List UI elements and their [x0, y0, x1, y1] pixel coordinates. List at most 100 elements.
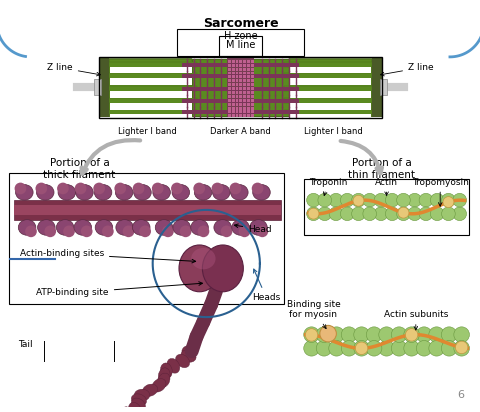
Bar: [227, 60, 230, 63]
Polygon shape: [108, 59, 201, 116]
Bar: [251, 107, 253, 110]
Bar: [231, 110, 234, 113]
Bar: [243, 60, 246, 63]
Ellipse shape: [44, 225, 56, 237]
Text: Head: Head: [234, 224, 271, 234]
Ellipse shape: [328, 207, 342, 220]
Bar: [235, 87, 238, 90]
Bar: [109, 63, 202, 67]
Bar: [247, 60, 250, 63]
Ellipse shape: [403, 327, 419, 342]
Bar: [108, 98, 196, 103]
Bar: [227, 110, 230, 113]
Bar: [227, 95, 230, 98]
Ellipse shape: [373, 207, 387, 220]
Bar: [231, 99, 234, 102]
Bar: [247, 68, 250, 70]
Ellipse shape: [307, 208, 318, 219]
Bar: [218, 36, 261, 56]
Ellipse shape: [315, 340, 331, 356]
Ellipse shape: [396, 207, 409, 220]
Bar: [235, 75, 238, 78]
Bar: [247, 75, 250, 78]
Ellipse shape: [214, 220, 231, 235]
Ellipse shape: [131, 398, 145, 412]
Bar: [239, 99, 242, 102]
Bar: [284, 98, 371, 103]
Ellipse shape: [340, 193, 353, 207]
Bar: [247, 95, 250, 98]
Bar: [99, 57, 381, 118]
Bar: [227, 64, 230, 67]
Ellipse shape: [116, 220, 133, 235]
Bar: [239, 95, 242, 98]
Text: H zone: H zone: [223, 31, 257, 42]
Ellipse shape: [115, 185, 132, 200]
Text: M line: M line: [225, 40, 254, 50]
Ellipse shape: [180, 225, 191, 237]
Ellipse shape: [56, 220, 74, 235]
Ellipse shape: [397, 207, 408, 218]
Ellipse shape: [152, 183, 163, 194]
Bar: [14, 205, 281, 215]
Bar: [251, 87, 253, 90]
Ellipse shape: [139, 225, 151, 237]
Ellipse shape: [160, 363, 172, 379]
Ellipse shape: [133, 185, 151, 200]
Bar: [231, 60, 234, 63]
Bar: [243, 68, 246, 70]
Ellipse shape: [173, 220, 190, 235]
Bar: [278, 75, 370, 78]
Text: Portion of a
thin filament: Portion of a thin filament: [348, 158, 414, 180]
Bar: [177, 28, 303, 56]
Bar: [108, 73, 196, 78]
Bar: [243, 91, 246, 94]
Ellipse shape: [175, 354, 189, 368]
Ellipse shape: [441, 193, 454, 207]
Bar: [243, 75, 246, 78]
Ellipse shape: [340, 327, 356, 342]
Ellipse shape: [93, 183, 105, 194]
Text: Actin-binding sites: Actin-binding sites: [20, 249, 195, 263]
Bar: [227, 72, 230, 75]
Ellipse shape: [373, 193, 387, 207]
Bar: [109, 115, 191, 121]
Ellipse shape: [193, 183, 204, 194]
Bar: [227, 99, 230, 102]
Bar: [227, 83, 230, 86]
Bar: [251, 110, 253, 113]
Ellipse shape: [191, 248, 215, 269]
Bar: [243, 64, 246, 67]
Ellipse shape: [229, 183, 241, 194]
Ellipse shape: [317, 207, 331, 220]
Bar: [243, 110, 246, 113]
Ellipse shape: [305, 329, 317, 341]
Bar: [239, 110, 242, 113]
Text: Darker A band: Darker A band: [210, 127, 270, 136]
Ellipse shape: [355, 342, 367, 354]
Ellipse shape: [362, 193, 376, 207]
Bar: [99, 58, 108, 117]
Ellipse shape: [378, 327, 394, 342]
Bar: [251, 72, 253, 75]
Ellipse shape: [152, 379, 166, 392]
Bar: [251, 75, 253, 78]
Bar: [239, 103, 242, 105]
Bar: [371, 58, 381, 117]
Bar: [247, 64, 250, 67]
Bar: [243, 99, 246, 102]
Bar: [247, 91, 250, 94]
Bar: [243, 115, 246, 117]
Bar: [235, 115, 238, 117]
Bar: [243, 79, 246, 82]
Ellipse shape: [384, 193, 398, 207]
Bar: [239, 91, 242, 94]
Bar: [227, 91, 230, 94]
Bar: [235, 68, 238, 70]
Ellipse shape: [452, 193, 466, 207]
Ellipse shape: [180, 350, 196, 362]
Bar: [109, 75, 202, 78]
Bar: [239, 60, 242, 63]
Ellipse shape: [57, 183, 69, 194]
Bar: [251, 68, 253, 70]
